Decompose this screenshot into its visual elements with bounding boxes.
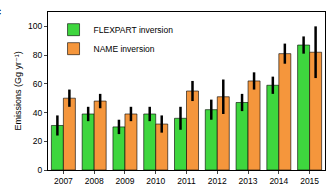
- svg-text:2009: 2009: [115, 176, 134, 186]
- svg-text:2013: 2013: [239, 176, 258, 186]
- svg-text:2011: 2011: [177, 176, 196, 186]
- svg-text:100: 100: [28, 21, 42, 31]
- svg-text:2014: 2014: [269, 176, 288, 186]
- svg-text:2008: 2008: [85, 176, 104, 186]
- svg-text:2007: 2007: [54, 176, 73, 186]
- svg-text:20: 20: [33, 136, 43, 146]
- svg-text:2012: 2012: [208, 176, 227, 186]
- svg-text:2010: 2010: [146, 176, 165, 186]
- svg-text:c: c: [0, 5, 1, 17]
- svg-text:2015: 2015: [300, 176, 319, 186]
- svg-text:FLEXPART inversion: FLEXPART inversion: [94, 25, 174, 35]
- svg-text:NAME inversion: NAME inversion: [94, 44, 155, 54]
- svg-text:80: 80: [33, 50, 43, 60]
- svg-text:Emissions (Gg yr⁻¹): Emissions (Gg yr⁻¹): [13, 51, 23, 130]
- svg-text:60: 60: [33, 79, 43, 89]
- svg-text:0: 0: [38, 165, 43, 175]
- svg-text:40: 40: [33, 108, 43, 118]
